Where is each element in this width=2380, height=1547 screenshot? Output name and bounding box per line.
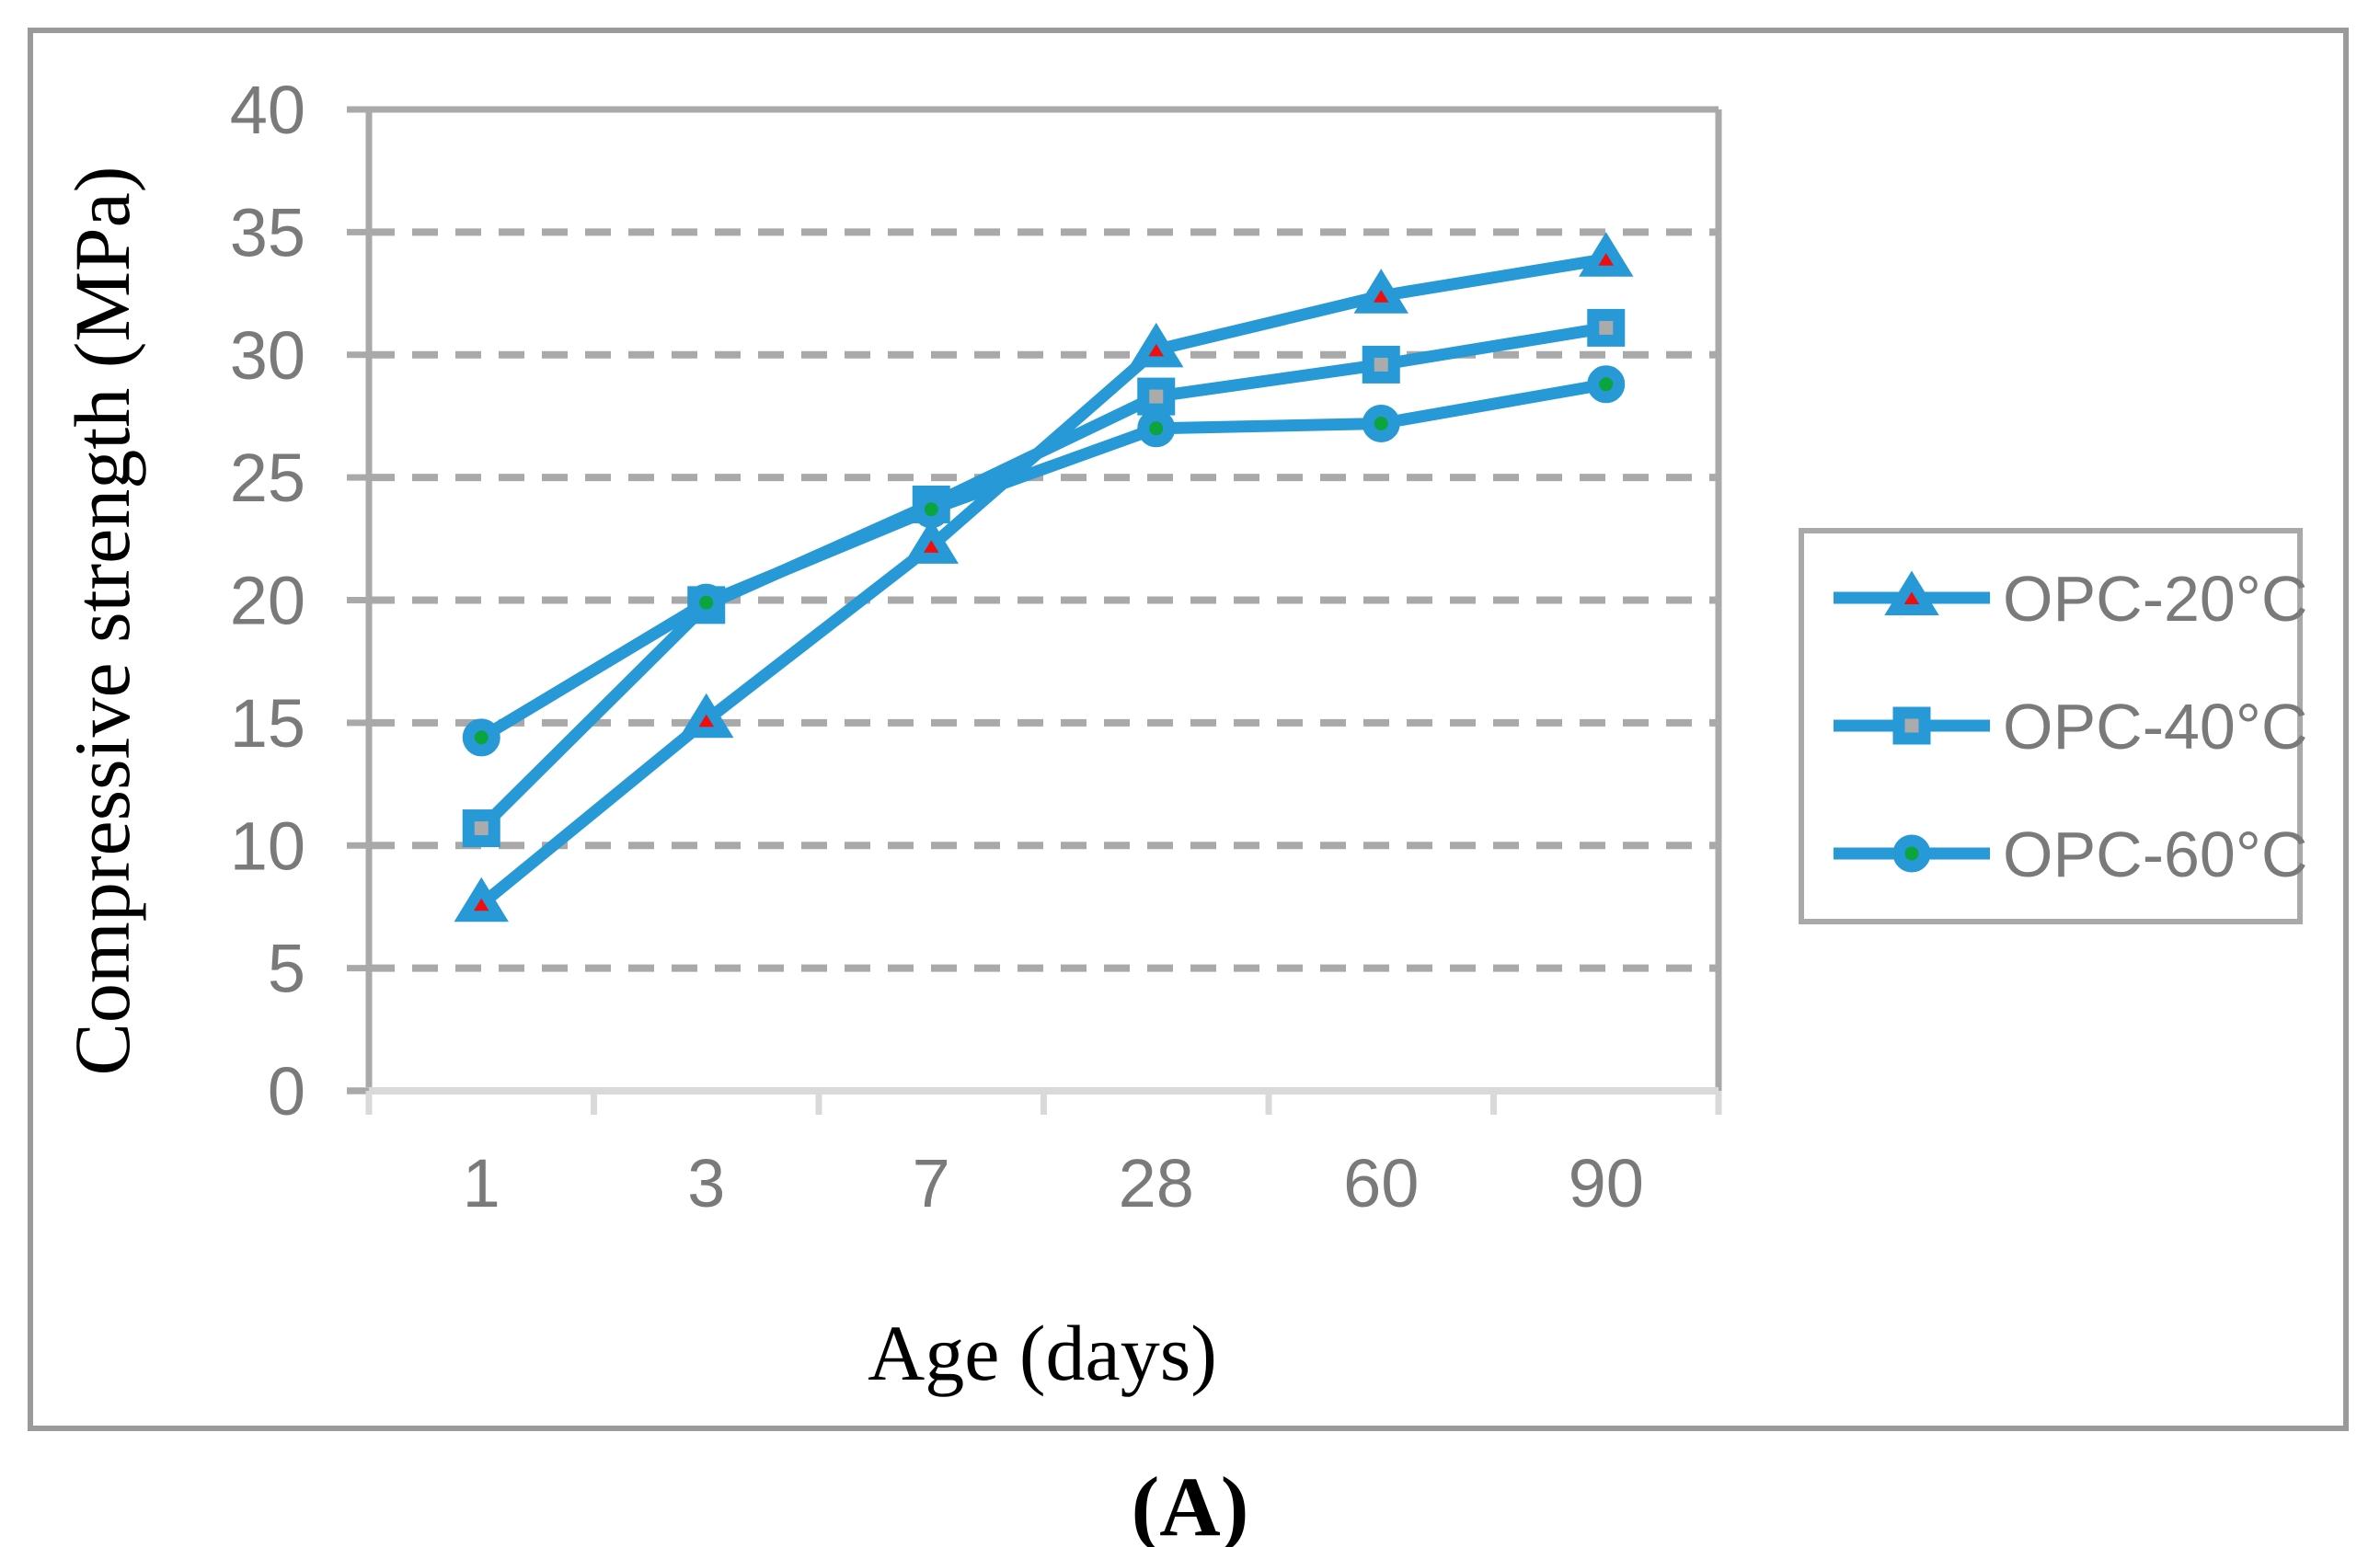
data-point-marker	[1129, 322, 1184, 368]
x-tick-label: 3	[687, 1145, 725, 1221]
data-point-marker	[687, 583, 726, 622]
y-tick-label: 35	[230, 194, 305, 270]
legend-entry: OPC-20°C	[1834, 563, 2307, 635]
y-tick-label: 0	[268, 1053, 305, 1129]
x-tick-label: 60	[1343, 1145, 1419, 1221]
legend: OPC-20°C OPC-40°C OPC-60°C	[1799, 528, 2307, 924]
series-line	[475, 321, 1613, 835]
y-axis-title: Compressive strength (MPa)	[58, 166, 146, 1076]
x-tick-labels: 1 3 7 28 60 90	[463, 1145, 1644, 1221]
data-point-marker	[1353, 269, 1408, 314]
figure-caption: (A)	[1131, 1460, 1249, 1547]
series-line	[475, 378, 1613, 744]
y-tick-label: 20	[230, 563, 305, 639]
data-point-marker	[1892, 706, 1931, 745]
series-opc-20-c	[454, 232, 1634, 922]
data-point-marker	[1587, 365, 1626, 404]
x-axis-title: Age (days)	[868, 1309, 1217, 1397]
axis-ticks	[347, 106, 1722, 1115]
axis-lines	[347, 109, 1722, 1115]
data-point-marker	[1579, 232, 1634, 277]
x-tick-label: 90	[1569, 1145, 1644, 1221]
data-point-marker	[1137, 377, 1176, 416]
legend-entry: OPC-40°C	[1834, 691, 2307, 762]
y-tick-label: 15	[230, 685, 305, 762]
data-point-marker	[679, 693, 734, 739]
data-point-marker	[1137, 409, 1176, 448]
plot-series	[454, 232, 1634, 922]
data-point-marker	[462, 718, 500, 757]
data-point-marker	[1587, 308, 1626, 347]
x-tick-label: 28	[1119, 1145, 1194, 1221]
y-tick-labels: 0 5 10 15 20 25 30 35 40	[230, 72, 305, 1129]
data-point-marker	[1362, 404, 1400, 442]
data-point-marker	[903, 519, 959, 564]
y-tick-label: 40	[230, 72, 305, 148]
series-opc-60-c	[462, 365, 1626, 757]
legend-label: OPC-40°C	[2003, 691, 2307, 762]
data-point-marker	[454, 877, 509, 922]
y-tick-label: 25	[230, 440, 305, 516]
data-point-marker	[912, 490, 950, 529]
legend-label: OPC-60°C	[2003, 819, 2307, 890]
legend-entry: OPC-60°C	[1834, 819, 2307, 890]
y-tick-label: 10	[230, 808, 305, 884]
x-tick-label: 1	[463, 1145, 500, 1221]
x-tick-label: 7	[913, 1145, 950, 1221]
y-tick-label: 5	[268, 931, 305, 1007]
data-point-marker	[1362, 345, 1400, 384]
data-point-marker	[1892, 834, 1931, 873]
data-point-marker	[1884, 570, 1939, 615]
y-tick-label: 30	[230, 317, 305, 394]
legend-label: OPC-20°C	[2003, 563, 2307, 635]
series-opc-40-c	[462, 308, 1626, 848]
data-point-marker	[462, 809, 500, 848]
